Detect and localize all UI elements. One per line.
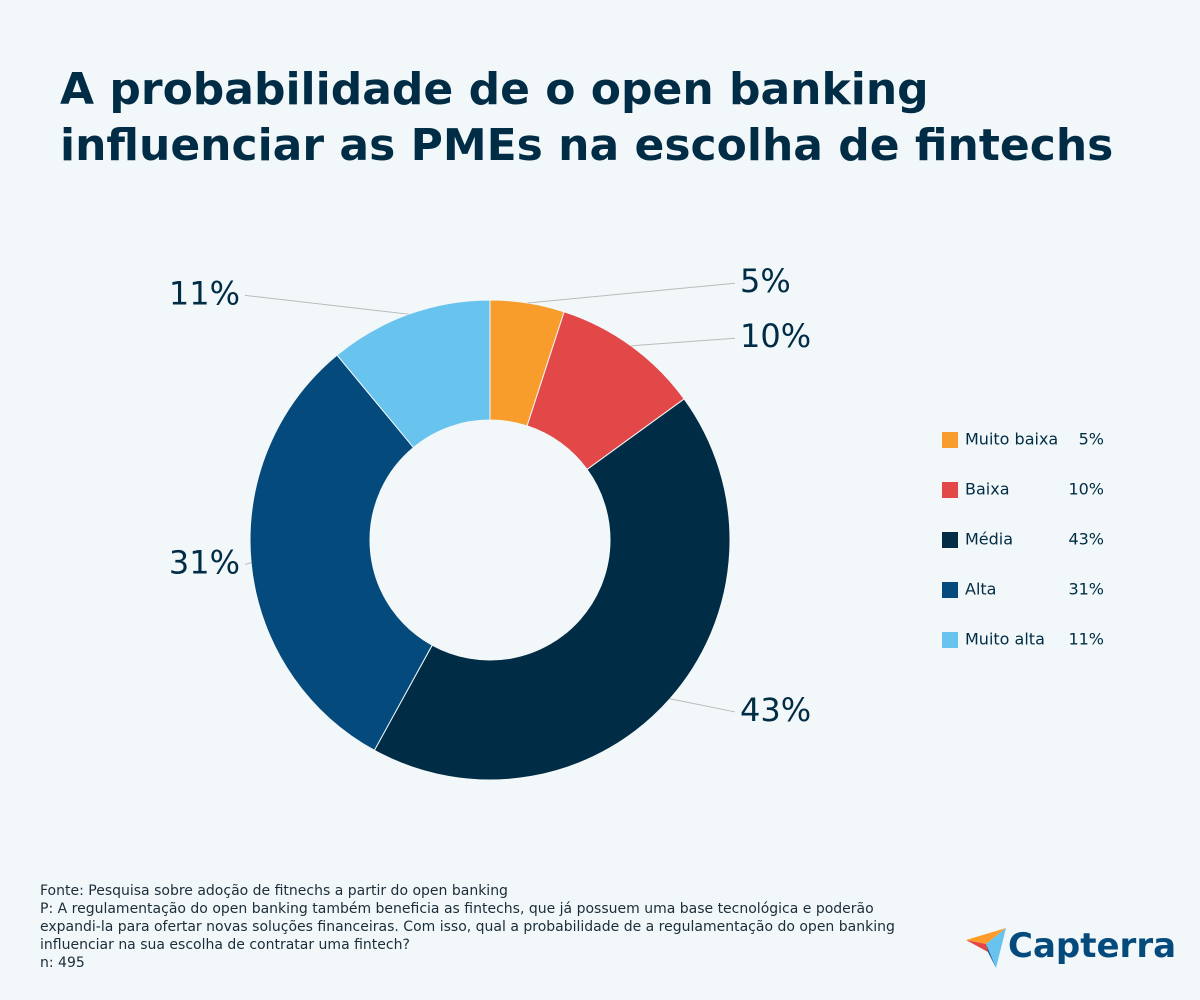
legend-value: 31% [1068,580,1104,599]
legend-swatch [942,432,958,448]
legend-swatch [942,532,958,548]
donut-slice [336,299,491,449]
legend-swatch [942,482,958,498]
data-label: 31% [169,543,240,581]
legend-swatch [942,582,958,598]
legend-value: 10% [1068,480,1104,499]
donut-slice [249,354,433,751]
data-label: 43% [740,691,811,729]
question: P: A regulamentação do open banking tamb… [40,901,895,953]
legend-label: Muito baixa [965,430,1058,449]
leader-line [244,562,252,565]
legend-value: 43% [1068,530,1104,549]
data-label: 5% [740,262,791,300]
source: Fonte: Pesquisa sobre adoção de fitnechs… [40,883,508,899]
leader-line [631,337,736,347]
leader-line [669,698,736,713]
legend-label: Média [965,530,1013,549]
donut-slice [373,398,731,781]
brand-name: Capterra [1008,926,1177,966]
legend-label: Baixa [965,480,1010,499]
data-label: 11% [169,274,240,312]
data-label: 10% [740,317,811,355]
leader-line [527,282,736,304]
chart-title: A probabilidade de o open banking influe… [60,64,1114,171]
sample-size: n: 495 [40,955,85,971]
footnote: Fonte: Pesquisa sobre adoção de fitnechs… [40,882,930,972]
legend-value: 11% [1068,630,1104,649]
brand-logo [966,928,1006,968]
legend-swatch [942,632,958,648]
legend-label: Alta [965,580,996,599]
legend-label: Muito alta [965,630,1045,649]
legend-value: 5% [1079,430,1104,449]
leader-line [244,294,409,315]
